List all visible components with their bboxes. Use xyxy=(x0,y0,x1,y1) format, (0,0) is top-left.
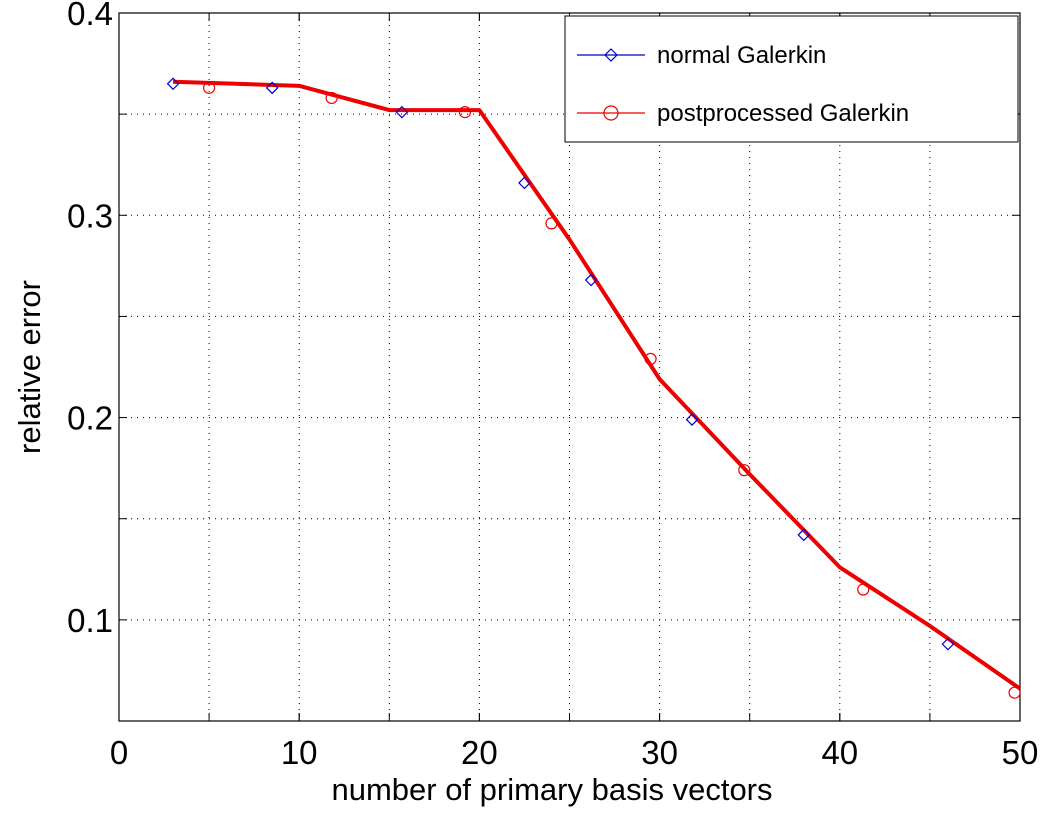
circle-marker-icon xyxy=(603,105,619,121)
postprocessed-galerkin-point xyxy=(325,91,338,105)
postprocessed-galerkin-point xyxy=(644,352,657,366)
normal-galerkin-point xyxy=(166,77,180,91)
x-tick-label: 30 xyxy=(641,734,678,771)
normal-galerkin-point xyxy=(797,528,811,542)
series-markers xyxy=(166,77,1021,699)
legend-label: normal Galerkin xyxy=(657,42,826,69)
x-tick-label: 20 xyxy=(461,734,498,771)
postprocessed-galerkin-point xyxy=(1008,686,1021,699)
y-tick-label: 0.4 xyxy=(67,0,113,32)
legend-entries: normal Galerkin postprocessed Galerkin xyxy=(577,42,909,127)
x-tick-label: 10 xyxy=(281,734,318,771)
legend: normal Galerkin postprocessed Galerkin xyxy=(564,15,1019,143)
normal-galerkin-point xyxy=(518,176,531,190)
y-tick-label: 0.3 xyxy=(67,197,113,234)
y-tick-label: 0.2 xyxy=(67,400,113,437)
postprocessed-galerkin-point xyxy=(857,583,870,596)
x-tick-label: 50 xyxy=(1002,734,1039,771)
tick-labels: 0 10 20 30 40 50 0.1 0.2 0.3 0.4 xyxy=(67,0,1038,771)
normal-galerkin-point xyxy=(265,81,279,95)
normal-galerkin-point xyxy=(395,105,409,119)
y-tick-label: 0.1 xyxy=(67,602,113,639)
postprocessed-galerkin-point xyxy=(545,217,558,230)
normal-galerkin-point xyxy=(584,273,598,287)
x-axis-title: number of primary basis vectors xyxy=(331,772,772,807)
normal-galerkin-point xyxy=(941,637,955,651)
x-tick-label: 0 xyxy=(110,734,128,771)
y-axis-title: relative error xyxy=(12,280,47,454)
postprocessed-galerkin-point xyxy=(458,106,472,119)
normal-galerkin-line xyxy=(173,81,1021,690)
legend-box xyxy=(564,15,1019,143)
postprocessed-galerkin-point xyxy=(738,464,751,477)
postprocessed-galerkin-point xyxy=(203,81,216,94)
normal-galerkin-point xyxy=(685,413,699,426)
x-tick-label: 40 xyxy=(821,734,858,771)
diamond-marker-icon xyxy=(604,48,618,62)
postprocessed-galerkin-line xyxy=(172,79,1022,691)
legend-label: postprocessed Galerkin xyxy=(657,100,909,127)
series-lines xyxy=(172,79,1022,691)
